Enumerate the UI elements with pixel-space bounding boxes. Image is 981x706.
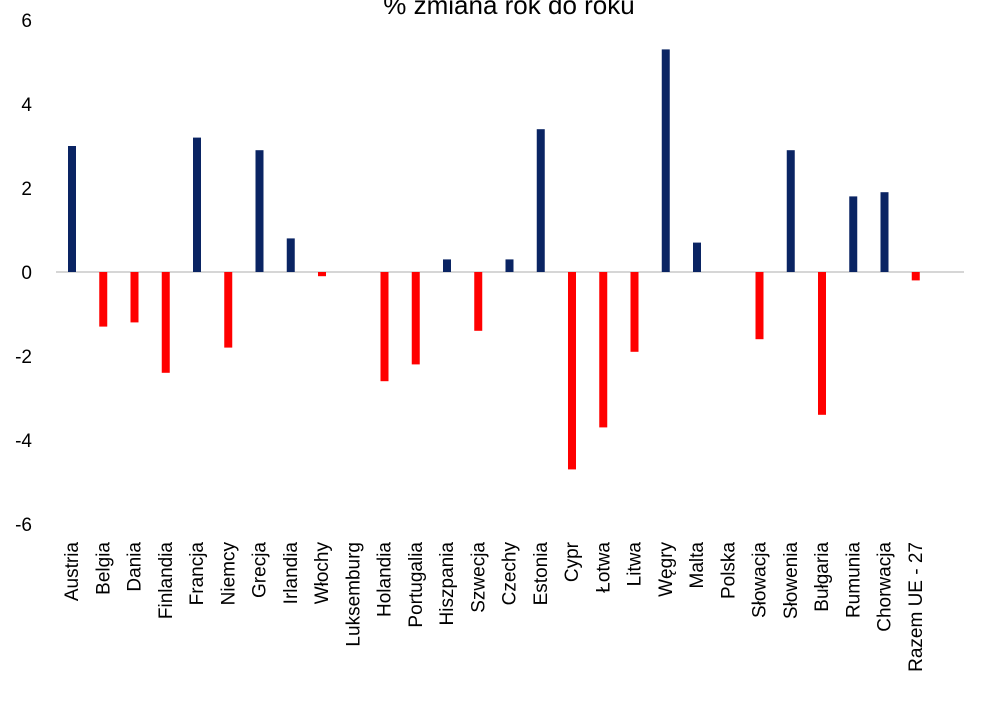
x-tick-label: Belgia xyxy=(93,542,114,595)
y-tick-label: -2 xyxy=(15,347,32,368)
x-axis-labels: Austria Belgia Dania Finlandia Francja Niemcy… xyxy=(62,541,927,672)
bar xyxy=(568,272,576,470)
bar xyxy=(286,238,295,272)
x-tick-label: Luksemburg xyxy=(343,542,364,647)
x-tick-label: Holandia xyxy=(375,542,396,617)
bar xyxy=(911,272,920,281)
bar xyxy=(318,272,326,277)
x-tick-label: Malta xyxy=(687,542,708,589)
bar xyxy=(193,137,201,272)
bar xyxy=(505,259,514,272)
bar xyxy=(161,272,170,373)
bar xyxy=(380,272,389,382)
bar xyxy=(786,150,795,272)
x-tick-label: Rumunia xyxy=(843,542,864,618)
bar xyxy=(880,192,889,272)
chart-title: % zmiana rok do roku xyxy=(383,0,634,20)
x-tick-label: Niemcy xyxy=(218,542,239,606)
bar xyxy=(99,272,108,327)
bar xyxy=(255,150,264,272)
x-tick-label: Węgry xyxy=(656,542,677,597)
x-tick-label: Portugalia xyxy=(406,542,427,628)
bar xyxy=(411,272,420,365)
x-tick-label: Irlandia xyxy=(281,542,302,605)
x-tick-label: Słowacja xyxy=(750,542,771,618)
bars-group xyxy=(68,49,920,470)
bar xyxy=(630,272,639,352)
x-tick-label: Litwa xyxy=(625,542,646,587)
y-tick-label: 2 xyxy=(21,179,32,200)
x-tick-label: Austria xyxy=(62,542,83,602)
bar xyxy=(224,272,233,348)
bar xyxy=(130,272,139,323)
y-tick-label: -4 xyxy=(15,431,32,452)
x-tick-label: Dania xyxy=(125,542,146,592)
bar xyxy=(474,272,483,331)
bar xyxy=(661,49,670,273)
y-tick-label: 6 xyxy=(21,11,32,32)
x-tick-label: Finlandia xyxy=(156,542,177,620)
bar xyxy=(536,129,545,272)
y-tick-label: -6 xyxy=(15,515,32,536)
x-tick-label: Chorwacja xyxy=(875,542,896,632)
y-axis: 6 4 2 0 -2 -4 -6 xyxy=(15,11,32,536)
x-tick-label: Szwecja xyxy=(468,542,489,613)
x-tick-label: Czechy xyxy=(500,542,521,606)
x-tick-label: Włochy xyxy=(312,542,333,605)
x-tick-label: Estonia xyxy=(531,542,552,606)
x-tick-label: Bułgaria xyxy=(812,542,833,612)
bar xyxy=(599,272,608,428)
x-tick-label: Cypr xyxy=(562,541,583,582)
x-tick-label: Łotwa xyxy=(593,542,614,593)
x-tick-label: Francja xyxy=(187,542,208,606)
x-tick-label: Hiszpania xyxy=(437,542,458,626)
bar xyxy=(818,272,826,415)
x-tick-label: Słowenia xyxy=(781,542,802,620)
x-tick-label: Polska xyxy=(718,542,739,599)
bar xyxy=(755,272,764,340)
bar xyxy=(68,146,76,272)
y-tick-label: 4 xyxy=(21,95,32,116)
bar xyxy=(693,242,701,272)
y-tick-label: 0 xyxy=(21,263,32,284)
x-tick-label: Razem UE - 27 xyxy=(906,542,927,672)
x-tick-label: Grecja xyxy=(250,542,271,598)
bar xyxy=(849,196,858,272)
bar xyxy=(443,259,451,272)
